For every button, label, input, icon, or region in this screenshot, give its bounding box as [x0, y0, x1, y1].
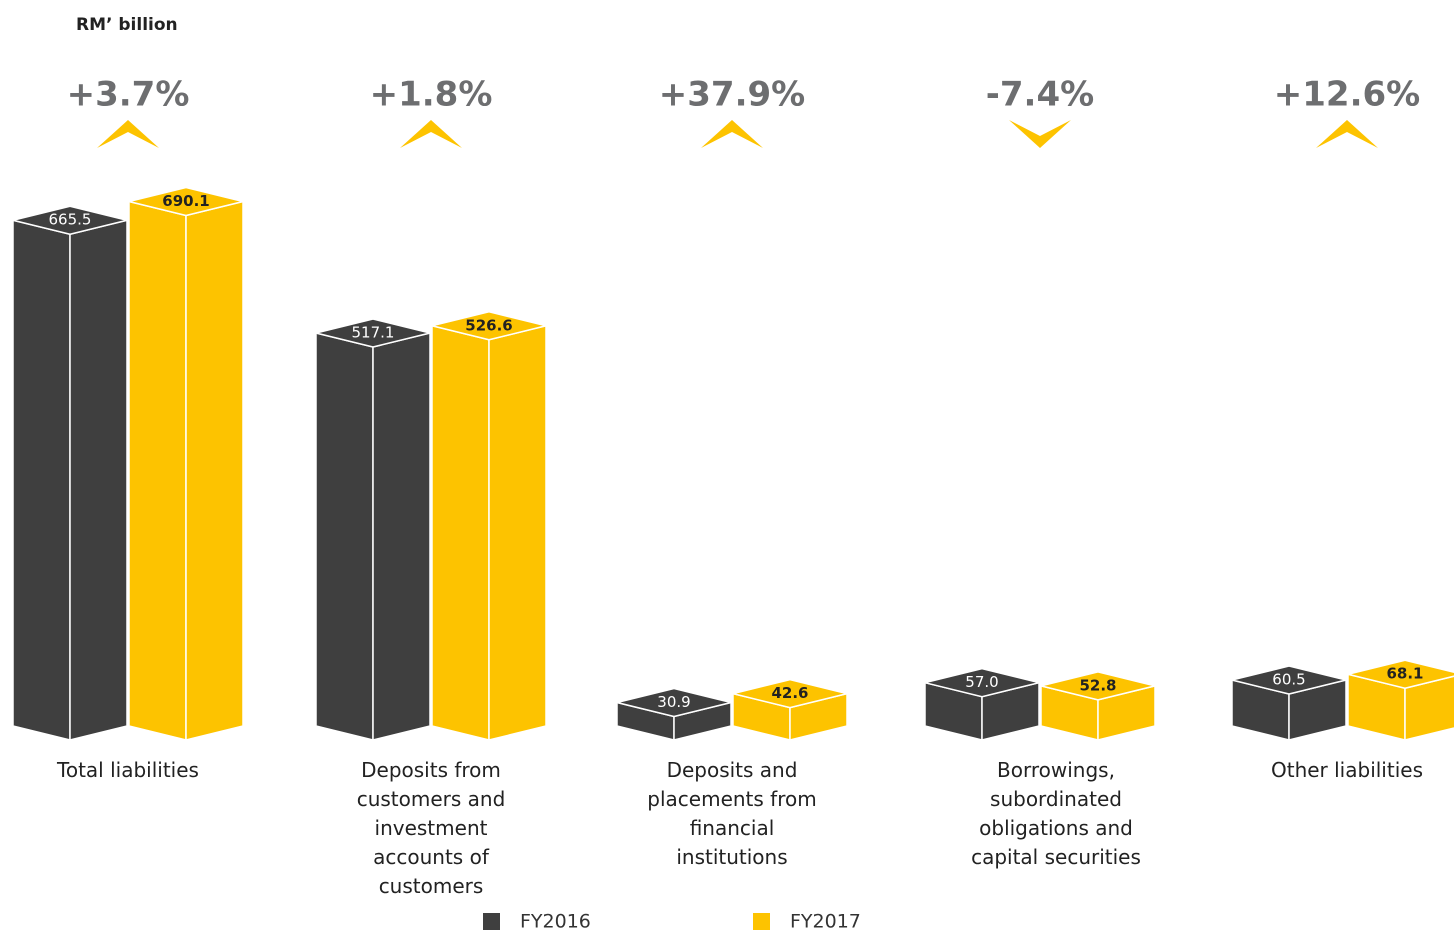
change-label: +37.9% [659, 75, 805, 115]
bar-face [1347, 659, 1454, 690]
value-label: 30.9 [657, 693, 690, 711]
bar [924, 667, 1040, 741]
bar-face [315, 318, 431, 348]
bar [12, 205, 128, 741]
value-label: 52.8 [1079, 676, 1116, 694]
category-label: Deposits and placements from financial i… [647, 758, 817, 869]
change-arrow [1316, 120, 1378, 148]
bar-face [732, 678, 848, 709]
value-label: 665.5 [49, 211, 92, 229]
bar-face [12, 219, 71, 741]
bar-face [128, 186, 244, 217]
bar-face [128, 200, 187, 741]
legend-swatch [753, 913, 770, 930]
bar-face [431, 324, 490, 741]
bar-face [1404, 675, 1454, 741]
legend-swatch [483, 913, 500, 930]
bar [315, 318, 431, 741]
bar-face [1040, 671, 1156, 701]
unit-label: RM’ billion [76, 15, 178, 35]
bar [431, 311, 547, 741]
change-label: +12.6% [1274, 75, 1420, 115]
change-label: +1.8% [370, 75, 493, 115]
bar-face [185, 200, 244, 741]
bar [1040, 671, 1156, 741]
change-arrow [400, 120, 462, 148]
bar-face [12, 205, 128, 235]
value-label: 690.1 [162, 192, 209, 210]
value-label: 42.6 [771, 684, 808, 702]
bar [1347, 659, 1454, 741]
value-label: 517.1 [352, 324, 395, 342]
category-label: Deposits from customers and investment a… [356, 758, 506, 898]
bar-face [924, 667, 1040, 698]
value-label: 57.0 [965, 673, 998, 691]
bar-face [488, 324, 547, 741]
change-arrow [97, 120, 159, 148]
category-label: Other liabilities [1270, 758, 1423, 782]
bar-face [315, 332, 374, 741]
category-label: Total liabilities [57, 758, 199, 782]
value-label: 526.6 [465, 316, 512, 334]
bar-face [616, 687, 732, 718]
bar [128, 186, 244, 741]
legend-label: FY2017 [790, 911, 861, 932]
bar-face [431, 311, 547, 341]
bar [616, 687, 732, 741]
change-label: +3.7% [67, 75, 190, 115]
bar-face [69, 219, 128, 741]
change-arrow [701, 120, 763, 148]
legend-label: FY2016 [520, 911, 591, 932]
bar [732, 678, 848, 741]
bar [1231, 665, 1347, 741]
category-label: Borrowings, subordinated obligations and… [971, 758, 1141, 869]
change-arrow [1009, 120, 1071, 148]
value-label: 68.1 [1386, 665, 1423, 683]
bar-face [372, 332, 431, 741]
bar-face [1231, 665, 1347, 695]
change-label: -7.4% [986, 75, 1094, 115]
value-label: 60.5 [1272, 671, 1305, 689]
